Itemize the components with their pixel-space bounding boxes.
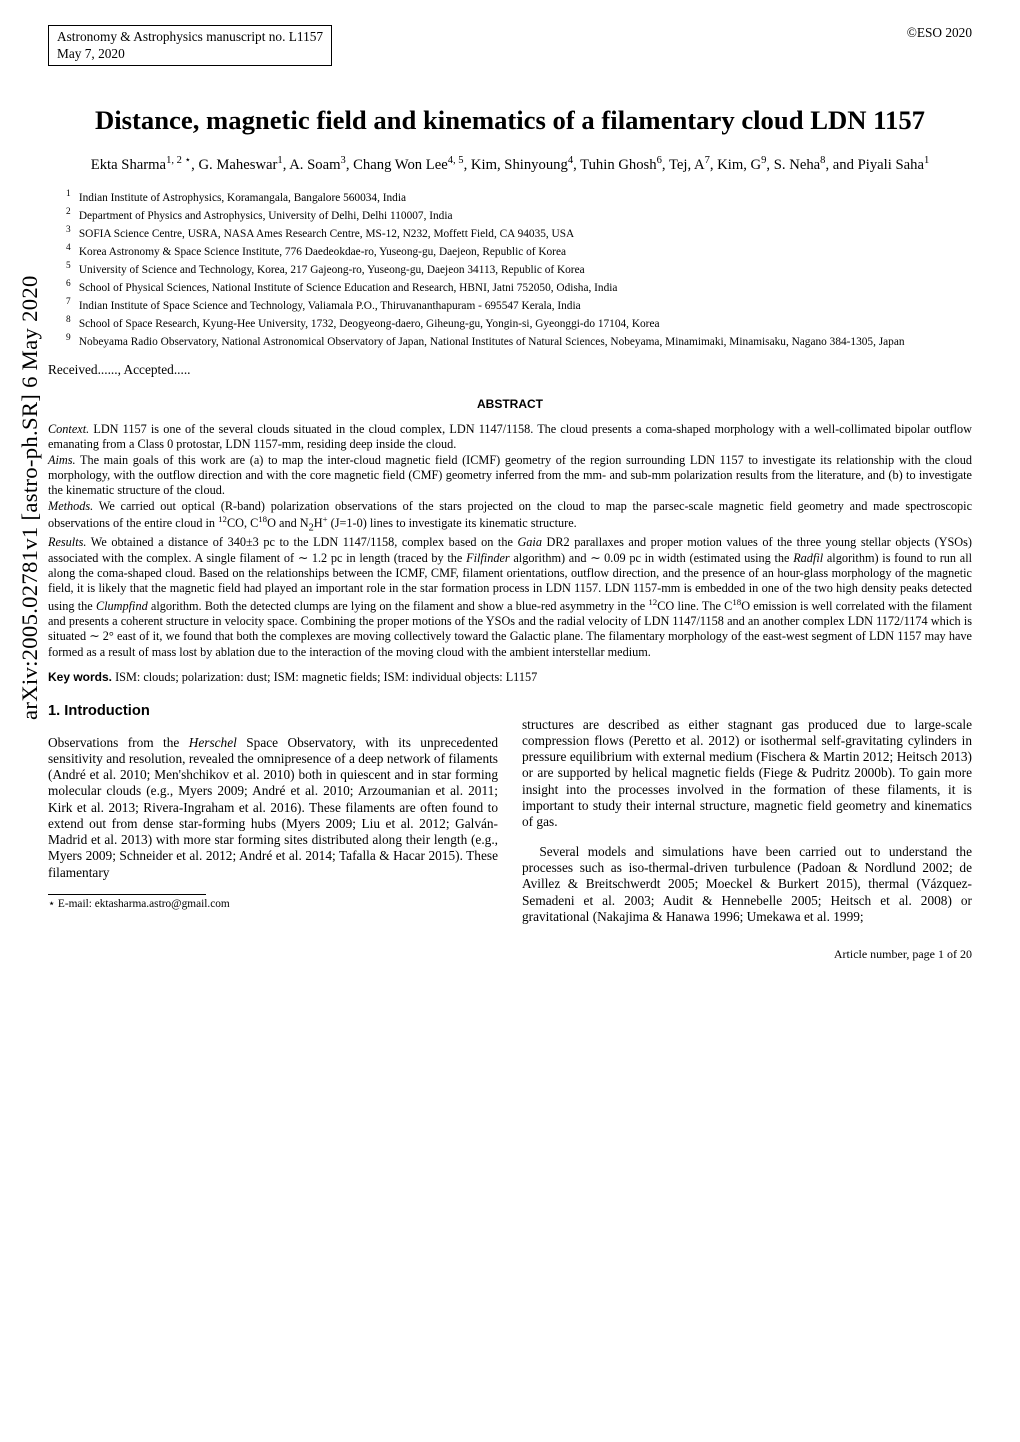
eso-copyright: ©ESO 2020 bbox=[907, 25, 972, 42]
results-label: Results. bbox=[48, 535, 86, 549]
affiliations: 1 Indian Institute of Astrophysics, Kora… bbox=[66, 188, 972, 350]
manuscript-line2: May 7, 2020 bbox=[57, 46, 323, 63]
column-right: structures are described as either stagn… bbox=[522, 703, 972, 961]
column-left: 1. Introduction Observations from the He… bbox=[48, 703, 498, 961]
keywords-label: Key words. bbox=[48, 670, 112, 684]
abstract-methods: We carried out optical (R-band) polariza… bbox=[48, 499, 972, 530]
abstract: Context. LDN 1157 is one of the several … bbox=[48, 422, 972, 660]
affiliation-7: 7 Indian Institute of Space Science and … bbox=[66, 296, 972, 314]
affiliation-6: 6 School of Physical Sciences, National … bbox=[66, 278, 972, 296]
body-columns: 1. Introduction Observations from the He… bbox=[48, 703, 972, 961]
affiliation-9: 9 Nobeyama Radio Observatory, National A… bbox=[66, 332, 972, 350]
abstract-results: We obtained a distance of 340±3 pc to th… bbox=[48, 535, 972, 658]
footnote: ⋆ E-mail: ektasharma.astro@gmail.com bbox=[48, 898, 498, 912]
arxiv-stamp: arXiv:2005.02781v1 [astro-ph.SR] 6 May 2… bbox=[16, 275, 44, 720]
affiliation-5: 5 University of Science and Technology, … bbox=[66, 260, 972, 278]
footnote-rule bbox=[48, 894, 206, 895]
affiliation-2: 2 Department of Physics and Astrophysics… bbox=[66, 206, 972, 224]
article-number: Article number, page 1 of 20 bbox=[522, 947, 972, 962]
intro-paragraph-1: Observations from the Herschel Space Obs… bbox=[48, 735, 498, 881]
methods-label: Methods. bbox=[48, 499, 93, 513]
affiliation-1: 1 Indian Institute of Astrophysics, Kora… bbox=[66, 188, 972, 206]
received-accepted: Received......, Accepted..... bbox=[48, 362, 972, 379]
affiliation-3: 3 SOFIA Science Centre, USRA, NASA Ames … bbox=[66, 224, 972, 242]
header-row: Astronomy & Astrophysics manuscript no. … bbox=[48, 25, 972, 68]
manuscript-header: Astronomy & Astrophysics manuscript no. … bbox=[48, 25, 332, 66]
context-label: Context. bbox=[48, 422, 89, 436]
keywords-text: ISM: clouds; polarization: dust; ISM: ma… bbox=[115, 670, 537, 684]
manuscript-line1: Astronomy & Astrophysics manuscript no. … bbox=[57, 29, 323, 46]
authors: Ekta Sharma1, 2 ⋆, G. Maheswar1, A. Soam… bbox=[48, 154, 972, 176]
section-heading: 1. Introduction bbox=[48, 703, 498, 721]
affiliation-8: 8 School of Space Research, Kyung-Hee Un… bbox=[66, 314, 972, 332]
abstract-aims: The main goals of this work are (a) to m… bbox=[48, 453, 972, 498]
intro-paragraph-3: Several models and simulations have been… bbox=[522, 844, 972, 925]
abstract-context: LDN 1157 is one of the several clouds si… bbox=[48, 422, 972, 451]
affiliation-4: 4 Korea Astronomy & Space Science Instit… bbox=[66, 242, 972, 260]
keywords: Key words. ISM: clouds; polarization: du… bbox=[48, 670, 972, 685]
intro-paragraph-2: structures are described as either stagn… bbox=[522, 717, 972, 831]
paper-title: Distance, magnetic field and kinematics … bbox=[48, 104, 972, 136]
aims-label: Aims. bbox=[48, 453, 76, 467]
abstract-heading: ABSTRACT bbox=[48, 397, 972, 412]
